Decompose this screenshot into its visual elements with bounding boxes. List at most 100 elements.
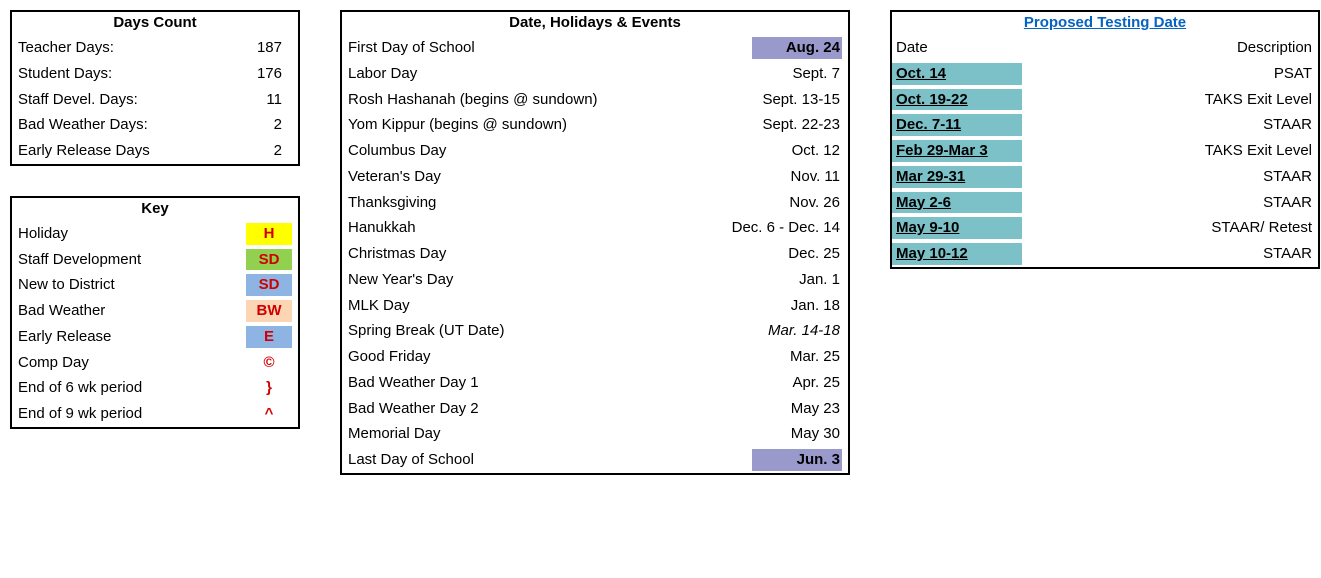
events-box: Date, Holidays & Events First Day of Sch…	[340, 10, 850, 475]
key-row: Comp Day©	[12, 350, 298, 376]
testing-box: Proposed Testing Date Date Description O…	[890, 10, 1320, 269]
testing-row: May 2-6 STAAR	[892, 190, 1318, 216]
testing-desc: STAAR/ Retest	[1211, 217, 1312, 239]
event-row: Last Day of SchoolJun. 3	[342, 447, 848, 473]
days-count-label: Student Days:	[18, 63, 257, 85]
key-row: Staff DevelopmentSD	[12, 247, 298, 273]
key-title: Key	[12, 198, 298, 221]
testing-row: Mar 29-31STAAR	[892, 164, 1318, 190]
testing-row: May 10-12STAAR	[892, 241, 1318, 267]
event-date: May 30	[752, 423, 842, 445]
event-date: Nov. 26	[752, 192, 842, 214]
testing-desc: TAKS Exit Level	[1205, 89, 1312, 111]
event-label: Memorial Day	[348, 423, 752, 445]
event-label: Bad Weather Day 2	[348, 398, 752, 420]
event-label: Yom Kippur (begins @ sundown)	[348, 114, 752, 136]
days-count-label: Bad Weather Days:	[18, 114, 274, 136]
key-row: End of 6 wk period}	[12, 375, 298, 401]
middle-column: Date, Holidays & Events First Day of Sch…	[340, 10, 850, 475]
left-column: Days Count Teacher Days:187Student Days:…	[10, 10, 300, 429]
testing-date: Dec. 7-11	[892, 114, 1022, 136]
event-row: MLK DayJan. 18	[342, 293, 848, 319]
event-date: Aug. 24	[752, 37, 842, 59]
key-row: End of 9 wk period^	[12, 401, 298, 427]
testing-row: Feb 29-Mar 3 TAKS Exit Level	[892, 138, 1318, 164]
testing-date: Oct. 14	[892, 63, 1022, 85]
event-row: Columbus DayOct. 12	[342, 138, 848, 164]
days-count-row: Bad Weather Days:2	[12, 112, 298, 138]
key-code: ©	[246, 352, 292, 374]
event-date: Sept. 7	[752, 63, 842, 85]
event-label: Veteran's Day	[348, 166, 752, 188]
days-count-value: 187	[257, 37, 292, 59]
testing-desc: PSAT	[1274, 63, 1312, 85]
days-count-value: 176	[257, 63, 292, 85]
event-date: Jan. 1	[752, 269, 842, 291]
right-column: Proposed Testing Date Date Description O…	[890, 10, 1320, 269]
event-row: Yom Kippur (begins @ sundown)Sept. 22-23	[342, 112, 848, 138]
testing-desc: TAKS Exit Level	[1205, 140, 1312, 162]
days-count-label: Teacher Days:	[18, 37, 257, 59]
event-label: Thanksgiving	[348, 192, 752, 214]
testing-date: May 10-12	[892, 243, 1022, 265]
testing-header-date: Date	[892, 37, 1022, 59]
event-row: Memorial DayMay 30	[342, 421, 848, 447]
events-title: Date, Holidays & Events	[342, 12, 848, 35]
event-label: Hanukkah	[348, 217, 732, 239]
event-label: Spring Break (UT Date)	[348, 320, 752, 342]
event-label: Christmas Day	[348, 243, 752, 265]
event-date: Sept. 13-15	[752, 89, 842, 111]
event-label: New Year's Day	[348, 269, 752, 291]
event-date: Sept. 22-23	[752, 114, 842, 136]
days-count-value: 2	[274, 114, 292, 136]
testing-row: May 9-10 STAAR/ Retest	[892, 215, 1318, 241]
testing-row: Dec. 7-11 STAAR	[892, 112, 1318, 138]
days-count-value: 11	[266, 89, 292, 111]
key-code: H	[246, 223, 292, 245]
event-date: Jan. 18	[752, 295, 842, 317]
event-label: Bad Weather Day 1	[348, 372, 752, 394]
testing-desc: STAAR	[1263, 192, 1312, 214]
key-code: E	[246, 326, 292, 348]
key-code: BW	[246, 300, 292, 322]
event-row: Spring Break (UT Date)Mar. 14-18	[342, 318, 848, 344]
event-row: First Day of SchoolAug. 24	[342, 35, 848, 61]
key-label: New to District	[18, 274, 246, 296]
event-row: HanukkahDec. 6 - Dec. 14	[342, 215, 848, 241]
key-code: SD	[246, 249, 292, 271]
event-row: Labor DaySept. 7	[342, 61, 848, 87]
days-count-title: Days Count	[12, 12, 298, 35]
testing-row: Oct. 19-22TAKS Exit Level	[892, 87, 1318, 113]
key-row: Bad WeatherBW	[12, 298, 298, 324]
event-row: Bad Weather Day 1Apr. 25	[342, 370, 848, 396]
days-count-row: Staff Devel. Days:11	[12, 87, 298, 113]
event-row: Rosh Hashanah (begins @ sundown)Sept. 13…	[342, 87, 848, 113]
testing-desc: STAAR	[1263, 166, 1312, 188]
testing-title-link: Proposed Testing Date	[1024, 14, 1186, 31]
event-label: Rosh Hashanah (begins @ sundown)	[348, 89, 752, 111]
testing-date: May 9-10	[892, 217, 1022, 239]
days-count-value: 2	[274, 140, 292, 162]
event-date: Dec. 25	[752, 243, 842, 265]
testing-date: May 2-6	[892, 192, 1022, 214]
key-row: New to DistrictSD	[12, 272, 298, 298]
testing-desc: STAAR	[1263, 114, 1312, 136]
event-date: Dec. 6 - Dec. 14	[732, 217, 842, 239]
event-row: ThanksgivingNov. 26	[342, 190, 848, 216]
testing-date: Feb 29-Mar 3	[892, 140, 1022, 162]
event-date: Oct. 12	[752, 140, 842, 162]
event-label: Columbus Day	[348, 140, 752, 162]
days-count-row: Early Release Days2	[12, 138, 298, 164]
testing-title: Proposed Testing Date	[892, 12, 1318, 35]
event-row: Good FridayMar. 25	[342, 344, 848, 370]
event-row: Christmas DayDec. 25	[342, 241, 848, 267]
key-label: Early Release	[18, 326, 246, 348]
key-code: }	[246, 377, 292, 399]
key-label: Comp Day	[18, 352, 246, 374]
event-label: First Day of School	[348, 37, 752, 59]
key-label: End of 6 wk period	[18, 377, 246, 399]
event-date: Mar. 25	[752, 346, 842, 368]
key-label: Bad Weather	[18, 300, 246, 322]
event-date: Jun. 3	[752, 449, 842, 471]
days-count-row: Teacher Days:187	[12, 35, 298, 61]
